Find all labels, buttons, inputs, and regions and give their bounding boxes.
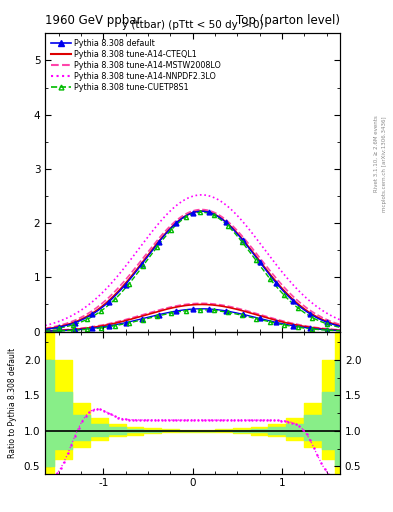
Text: mcplots.cern.ch [arXiv:1306.3436]: mcplots.cern.ch [arXiv:1306.3436] (382, 116, 387, 211)
Text: 1960 GeV ppbar: 1960 GeV ppbar (45, 14, 142, 27)
Legend: Pythia 8.308 default, Pythia 8.308 tune-A14-CTEQL1, Pythia 8.308 tune-A14-MSTW20: Pythia 8.308 default, Pythia 8.308 tune-… (49, 37, 223, 94)
Text: Top (parton level): Top (parton level) (236, 14, 340, 27)
Title: y (ttbar) (pTtt < 50 dy > 0): y (ttbar) (pTtt < 50 dy > 0) (122, 20, 263, 30)
Y-axis label: Ratio to Pythia 8.308 default: Ratio to Pythia 8.308 default (8, 348, 17, 458)
Text: Rivet 3.1.10, ≥ 2.6M events: Rivet 3.1.10, ≥ 2.6M events (374, 115, 378, 192)
